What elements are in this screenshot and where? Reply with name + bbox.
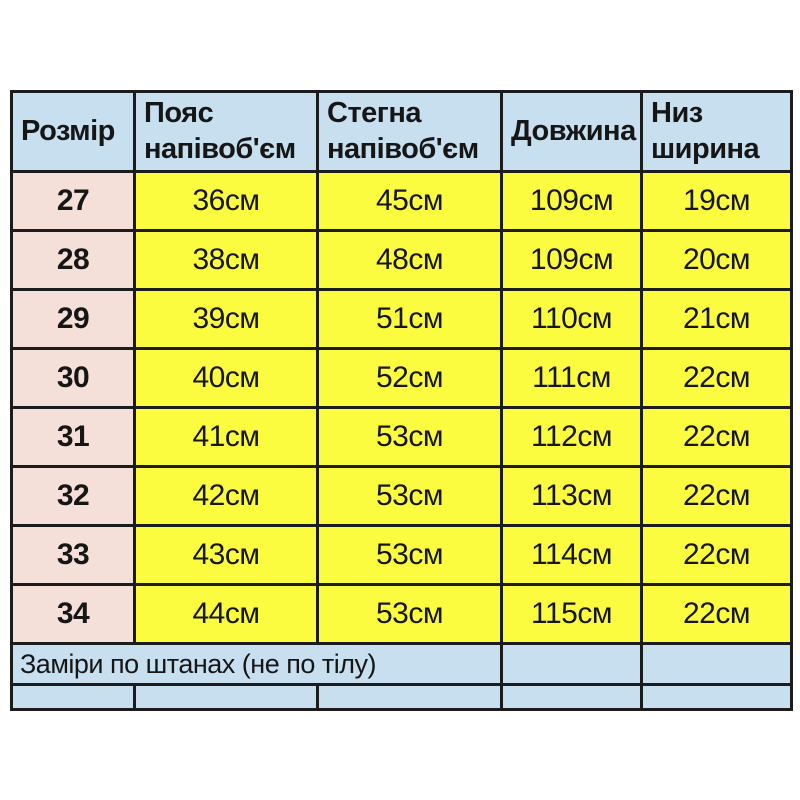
header-waist-label-line1: Пояс — [144, 97, 214, 130]
size-table: Розмір Пояс напівоб'єм Стегна напівоб'єм… — [10, 90, 793, 711]
cell-length: 109см — [500, 229, 643, 291]
header-length: Довжина — [500, 90, 643, 173]
cell-size: 32 — [10, 465, 136, 527]
cell-bottom-width: 22см — [640, 465, 793, 527]
cell-size: 28 — [10, 229, 136, 291]
cell-bottom-width: 22см — [640, 524, 793, 586]
table-row-29: 29 39см 51см 110см 21см — [10, 288, 793, 350]
cell-hips: 53см — [316, 406, 503, 468]
cell-waist: 39см — [133, 288, 319, 350]
header-waist-label-line2: напівоб'єм — [144, 132, 296, 165]
cell-size: 30 — [10, 347, 136, 409]
cell-hips: 52см — [316, 347, 503, 409]
header-size-label: Розмір — [21, 114, 115, 147]
table-row-32: 32 42см 53см 113см 22см — [10, 465, 793, 527]
footnote-spacer-length — [500, 642, 643, 686]
footnote-spacer-bottom — [640, 642, 793, 686]
header-hips-label-line2: напівоб'єм — [327, 132, 479, 165]
cell-hips: 53см — [316, 524, 503, 586]
cell-length: 111см — [500, 347, 643, 409]
cell-hips: 45см — [316, 170, 503, 232]
cell-waist: 41см — [133, 406, 319, 468]
cell-length: 110см — [500, 288, 643, 350]
header-length-label: Довжина — [511, 114, 636, 147]
cell-size: 31 — [10, 406, 136, 468]
cell-waist: 44см — [133, 583, 319, 645]
cell-length: 115см — [500, 583, 643, 645]
header-size: Розмір — [10, 90, 136, 173]
cell-waist: 36см — [133, 170, 319, 232]
cell-bottom-width: 19см — [640, 170, 793, 232]
header-waist: Пояс напівоб'єм — [133, 90, 319, 173]
cell-bottom-width: 22см — [640, 583, 793, 645]
empty-row — [10, 683, 793, 711]
header-row: Розмір Пояс напівоб'єм Стегна напівоб'єм… — [10, 90, 793, 173]
table-row-28: 28 38см 48см 109см 20см — [10, 229, 793, 291]
header-bottom-width-label-line2: ширина — [651, 132, 760, 165]
cell-bottom-width: 21см — [640, 288, 793, 350]
cell-bottom-width: 20см — [640, 229, 793, 291]
table-row-31: 31 41см 53см 112см 22см — [10, 406, 793, 468]
empty-cell — [133, 683, 319, 711]
table-row-30: 30 40см 52см 111см 22см — [10, 347, 793, 409]
cell-size: 29 — [10, 288, 136, 350]
empty-cell — [640, 683, 793, 711]
cell-length: 114см — [500, 524, 643, 586]
footnote-cell: Заміри по штанах (не по тілу) — [10, 642, 503, 686]
table-row-34: 34 44см 53см 115см 22см — [10, 583, 793, 645]
header-bottom-width: Низ ширина — [640, 90, 793, 173]
cell-waist: 40см — [133, 347, 319, 409]
cell-bottom-width: 22см — [640, 406, 793, 468]
cell-length: 109см — [500, 170, 643, 232]
cell-hips: 53см — [316, 583, 503, 645]
table-row-33: 33 43см 53см 114см 22см — [10, 524, 793, 586]
cell-hips: 48см — [316, 229, 503, 291]
table-row-27: 27 36см 45см 109см 19см — [10, 170, 793, 232]
cell-hips: 53см — [316, 465, 503, 527]
header-hips-label-line1: Стегна — [327, 97, 422, 130]
header-hips: Стегна напівоб'єм — [316, 90, 503, 173]
cell-length: 113см — [500, 465, 643, 527]
cell-waist: 43см — [133, 524, 319, 586]
empty-cell — [10, 683, 136, 711]
cell-bottom-width: 22см — [640, 347, 793, 409]
cell-size: 33 — [10, 524, 136, 586]
cell-waist: 42см — [133, 465, 319, 527]
footnote-row: Заміри по штанах (не по тілу) — [10, 642, 793, 686]
empty-cell — [500, 683, 643, 711]
cell-size: 34 — [10, 583, 136, 645]
cell-length: 112см — [500, 406, 643, 468]
header-bottom-width-label-line1: Низ — [651, 97, 703, 130]
cell-size: 27 — [10, 170, 136, 232]
empty-cell — [316, 683, 503, 711]
cell-hips: 51см — [316, 288, 503, 350]
cell-waist: 38см — [133, 229, 319, 291]
